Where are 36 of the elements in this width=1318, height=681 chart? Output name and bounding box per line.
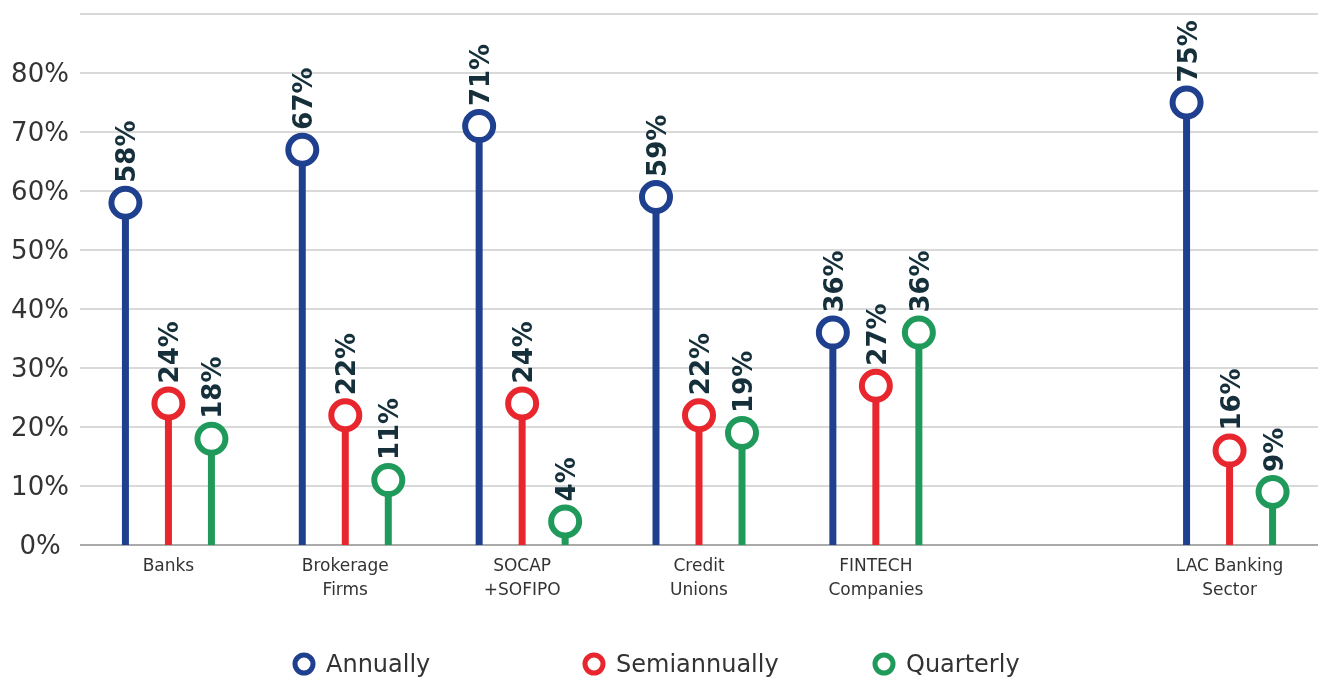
y-tick-label: 70%	[11, 117, 69, 148]
data-label: 36%	[904, 250, 935, 313]
y-tick-label: 30%	[11, 353, 69, 384]
x-tick-label: Credit Unions	[670, 555, 729, 599]
x-tick-label: SOCAP +SOFIPO	[483, 555, 561, 599]
y-tick-label: 50%	[11, 235, 69, 266]
x-tick-label: LAC Banking Sector	[1175, 555, 1284, 599]
data-label: 22%	[685, 332, 715, 396]
x-tick-label: Banks	[142, 555, 195, 575]
data-label: 18%	[197, 356, 228, 419]
legend-label: Annually	[326, 650, 431, 679]
data-label: 11%	[374, 397, 405, 461]
data-label: 4%	[551, 457, 582, 502]
data-label: 24%	[154, 321, 185, 384]
legend-label: Quarterly	[906, 650, 1020, 679]
y-tick-label: 10%	[11, 471, 69, 502]
data-label: 67%	[288, 67, 319, 130]
legend-label: Semiannually	[616, 650, 779, 679]
data-label: 71%	[465, 43, 496, 107]
data-label: 58%	[111, 120, 142, 183]
data-label: 59%	[642, 114, 672, 177]
data-label: 16%	[1215, 368, 1246, 431]
y-tick-label: 20%	[11, 412, 69, 443]
y-tick-label: 80%	[11, 58, 69, 89]
y-tick-label: 0%	[19, 530, 61, 561]
data-label: 36%	[818, 250, 849, 313]
data-label: 27%	[861, 303, 892, 366]
data-label: 22%	[331, 332, 362, 396]
data-label: 19%	[728, 350, 758, 413]
x-tick-label: Brokerage Firms	[301, 555, 389, 599]
y-tick-label: 40%	[11, 294, 69, 325]
data-label: 24%	[508, 321, 539, 384]
x-tick-label: FINTECH Companies	[828, 555, 924, 599]
y-tick-label: 60%	[11, 176, 69, 207]
data-label: 75%	[1172, 20, 1203, 83]
data-label: 9%	[1258, 427, 1289, 472]
